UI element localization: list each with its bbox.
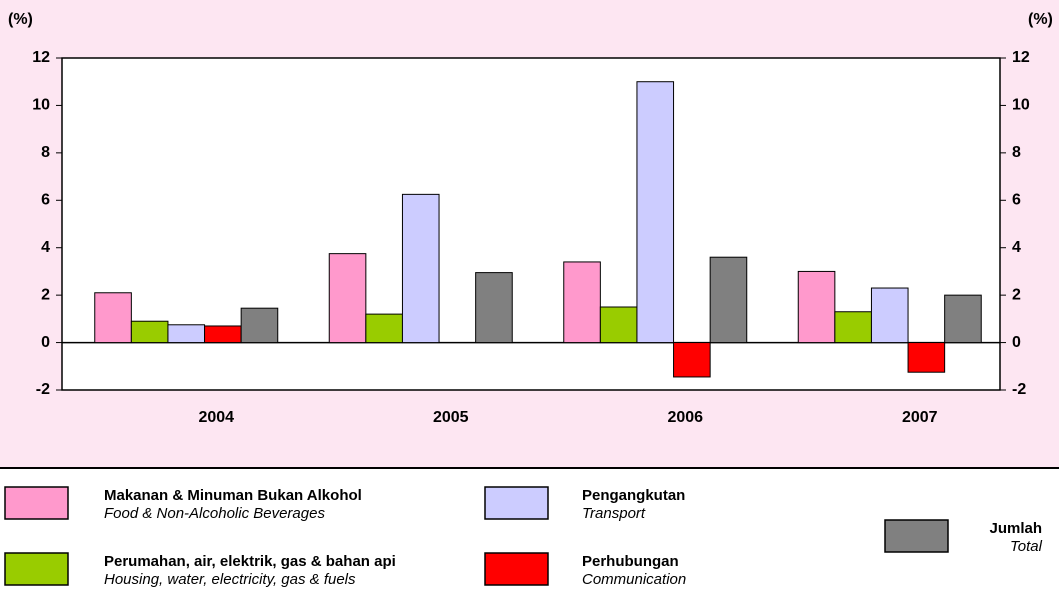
y-tick-label: 12	[32, 49, 50, 66]
bar	[240, 307, 279, 344]
y-tick-label: 0	[41, 334, 50, 351]
bar	[204, 325, 242, 344]
bar	[599, 306, 638, 344]
legend-swatch	[884, 519, 949, 553]
y-tick-label: 4	[41, 239, 50, 256]
bar	[834, 311, 872, 344]
y2-tick-label: 4	[1012, 239, 1021, 256]
bar	[365, 313, 403, 344]
x-tick-label: 2007	[902, 409, 938, 426]
legend-translation: Communication	[582, 571, 686, 588]
x-tick-label: 2006	[667, 409, 703, 426]
y-unit-right: (%)	[1028, 11, 1053, 28]
legend-translation: Housing, water, electricity, gas & fuels	[104, 571, 356, 588]
legend-label: Perumahan, air, elektrik, gas & bahan ap…	[104, 553, 396, 570]
y2-tick-label: 10	[1012, 97, 1030, 114]
x-tick-label: 2005	[433, 409, 469, 426]
bar	[797, 270, 836, 344]
y2-tick-label: 8	[1012, 144, 1021, 161]
bar	[401, 193, 440, 344]
bar	[328, 253, 367, 344]
bar	[130, 320, 169, 344]
bar	[673, 342, 711, 378]
legend-swatch	[4, 552, 69, 586]
legend-translation: Total	[1010, 538, 1043, 555]
y-unit-left: (%)	[8, 11, 33, 28]
bar	[167, 324, 206, 344]
y-tick-label: 2	[41, 286, 50, 303]
legend-translation: Food & Non-Alcoholic Beverages	[104, 505, 325, 522]
bar	[907, 342, 946, 373]
bar	[944, 294, 982, 344]
y-tick-label: 10	[32, 97, 50, 114]
y-tick-label: -2	[36, 381, 50, 398]
bar	[870, 287, 909, 344]
legend-label: Pengangkutan	[582, 487, 685, 504]
legend-translation: Transport	[582, 505, 646, 522]
legend-label: Perhubungan	[582, 553, 679, 570]
legend-swatch	[484, 486, 549, 520]
y2-tick-label: 2	[1012, 286, 1021, 303]
bar	[636, 81, 675, 344]
y2-tick-label: 6	[1012, 192, 1021, 209]
bar	[709, 256, 748, 344]
legend-label: Jumlah	[989, 520, 1042, 537]
legend-swatch	[484, 552, 549, 586]
y2-tick-label: 0	[1012, 334, 1021, 351]
x-tick-label: 2004	[198, 409, 234, 426]
legend-swatch	[4, 486, 69, 520]
bar	[94, 292, 132, 344]
y2-tick-label: 12	[1012, 49, 1030, 66]
bar	[475, 272, 513, 344]
y-tick-label: 8	[41, 144, 50, 161]
y2-tick-label: -2	[1012, 381, 1026, 398]
legend-label: Makanan & Minuman Bukan Alkohol	[104, 487, 362, 504]
y-tick-label: 6	[41, 192, 50, 209]
bar	[563, 261, 601, 344]
